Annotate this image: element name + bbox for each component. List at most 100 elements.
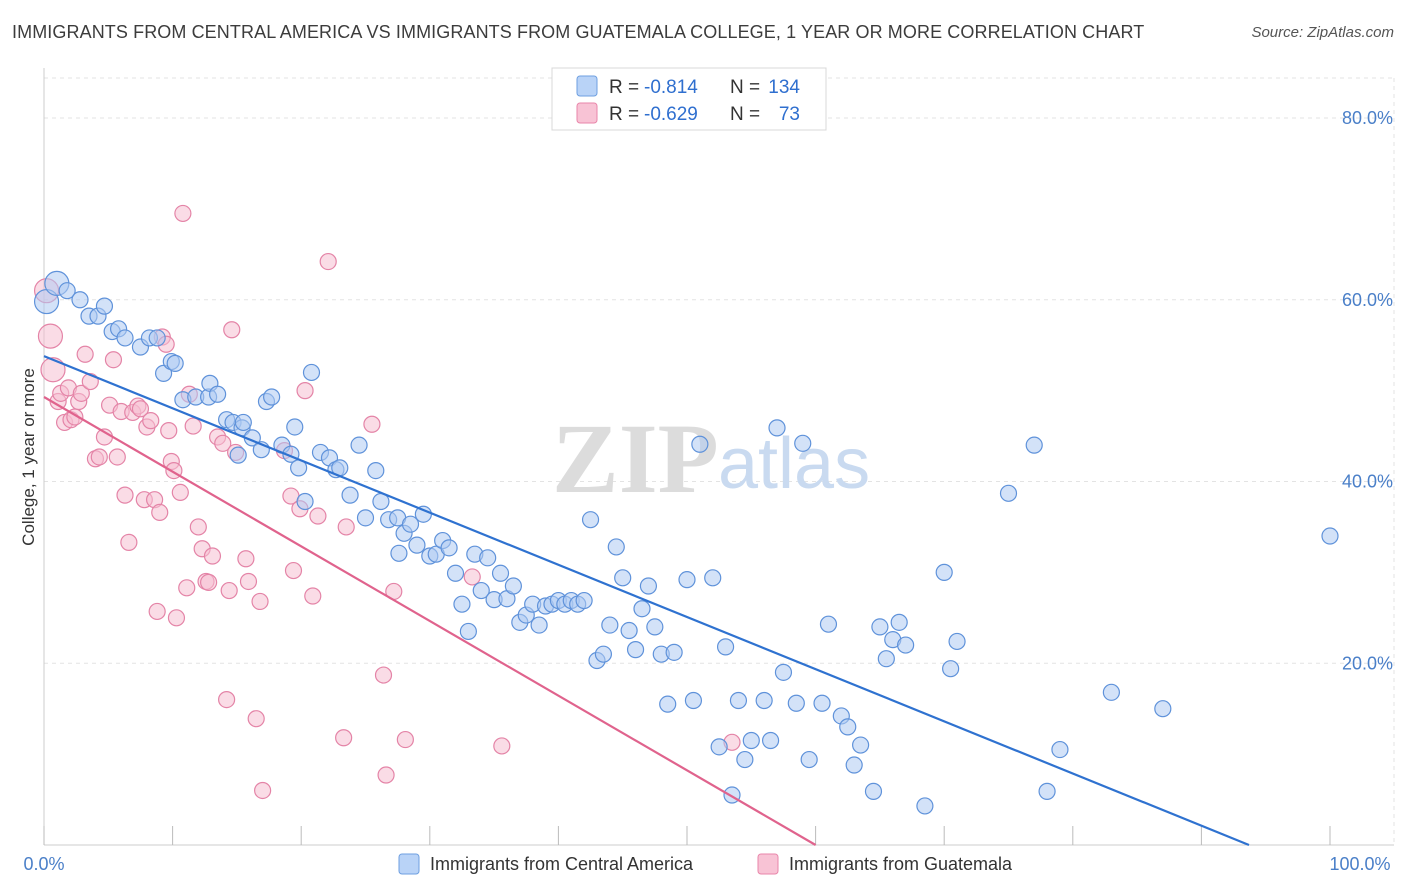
point-central-america (935, 563, 953, 581)
watermark-atlas: atlas (718, 424, 870, 504)
x-tick-label-min: 0.0% (23, 854, 64, 874)
point-central-america (633, 600, 651, 618)
point-guatemala (304, 587, 322, 605)
point-guatemala (319, 252, 337, 271)
point-central-america (575, 591, 593, 610)
point-central-america (999, 484, 1018, 502)
legend-swatch-guatemala (576, 102, 598, 124)
bottom-legend-swatch-central-america (398, 853, 420, 875)
point-central-america (286, 418, 304, 436)
point-central-america (453, 595, 471, 613)
point-central-america (614, 569, 632, 587)
point-central-america (356, 509, 375, 527)
point-central-america (864, 782, 883, 800)
point-central-america (1102, 683, 1120, 701)
axes (43, 68, 1394, 846)
watermark: ZIP atlas (552, 403, 870, 514)
legend-r-label-1: R = (609, 77, 639, 98)
point-guatemala (247, 710, 265, 728)
point-central-america (665, 643, 683, 661)
bottom-legend-label-guatemala: Immigrants from Guatemala (789, 854, 1013, 874)
point-central-america (794, 434, 812, 452)
point-guatemala (254, 781, 272, 800)
point-central-america (890, 613, 908, 631)
legend-n-value-2: 73 (779, 104, 800, 125)
point-central-america (948, 632, 966, 651)
legend: R = -0.814 N = 134 R = -0.629 N = 73 (551, 67, 827, 131)
series-central-america-points (33, 270, 1339, 815)
point-central-america (408, 536, 426, 554)
point-central-america (691, 435, 709, 453)
point-guatemala (218, 690, 236, 709)
point-guatemala (160, 422, 178, 440)
point-central-america (684, 691, 703, 710)
point-central-america (1025, 436, 1043, 454)
point-guatemala (223, 321, 241, 339)
point-guatemala (377, 766, 395, 784)
point-guatemala (363, 415, 381, 433)
point-central-america (459, 622, 477, 641)
point-central-america (639, 577, 658, 595)
point-central-america (166, 354, 184, 372)
point-guatemala (167, 609, 186, 627)
point-guatemala (335, 729, 353, 747)
point-guatemala (142, 412, 160, 430)
trendline-central-america (43, 355, 1250, 847)
point-central-america (479, 549, 497, 567)
point-guatemala (220, 581, 238, 600)
point-central-america (768, 419, 786, 437)
point-central-america (678, 571, 696, 589)
point-guatemala (493, 737, 511, 755)
legend-r-label-2: R = (609, 104, 639, 125)
point-central-america (440, 539, 458, 557)
point-central-america (504, 577, 522, 595)
point-central-america (729, 691, 748, 710)
point-central-america (852, 736, 870, 754)
y-tick-label: 40.0% (1342, 472, 1393, 492)
point-central-america (626, 641, 645, 659)
point-central-america (659, 695, 677, 713)
point-central-america (787, 694, 805, 712)
point-guatemala (214, 434, 232, 452)
bottom-legend: Immigrants from Central America Immigran… (398, 853, 1013, 875)
point-central-america (839, 718, 857, 736)
point-guatemala (116, 486, 134, 504)
point-central-america (302, 363, 321, 382)
legend-swatch-central-america (576, 75, 598, 97)
source-label: Source: ZipAtlas.com (1251, 24, 1394, 41)
point-central-america (296, 492, 314, 511)
point-guatemala (37, 323, 64, 349)
point-guatemala (337, 518, 355, 536)
point-central-america (472, 581, 490, 600)
point-central-america (736, 750, 754, 769)
point-guatemala (40, 357, 66, 383)
legend-n-label-2: N = (730, 104, 760, 125)
point-guatemala (203, 547, 222, 565)
point-central-america (530, 616, 548, 634)
point-central-america (620, 621, 638, 640)
point-guatemala (174, 204, 192, 223)
point-central-america (1038, 782, 1056, 800)
point-guatemala (239, 572, 258, 591)
point-guatemala (108, 448, 126, 466)
point-central-america (704, 569, 722, 587)
chart-title: IMMIGRANTS FROM CENTRAL AMERICA VS IMMIG… (12, 22, 1145, 42)
point-guatemala (72, 384, 90, 402)
point-central-america (877, 650, 895, 668)
y-tick-label: 60.0% (1342, 290, 1393, 310)
point-central-america (116, 329, 134, 347)
point-guatemala (200, 573, 218, 591)
bottom-legend-swatch-guatemala (757, 853, 779, 875)
point-central-america (761, 731, 780, 750)
point-central-america (646, 618, 664, 636)
point-guatemala (237, 550, 255, 568)
point-guatemala (251, 592, 269, 611)
point-central-america (716, 638, 735, 656)
watermark-zip: ZIP (552, 403, 719, 514)
trend-lines (43, 355, 1250, 847)
point-central-america (148, 329, 166, 347)
point-guatemala (76, 345, 94, 363)
point-central-america (710, 738, 728, 756)
point-guatemala (178, 579, 196, 597)
point-central-america (350, 436, 368, 454)
